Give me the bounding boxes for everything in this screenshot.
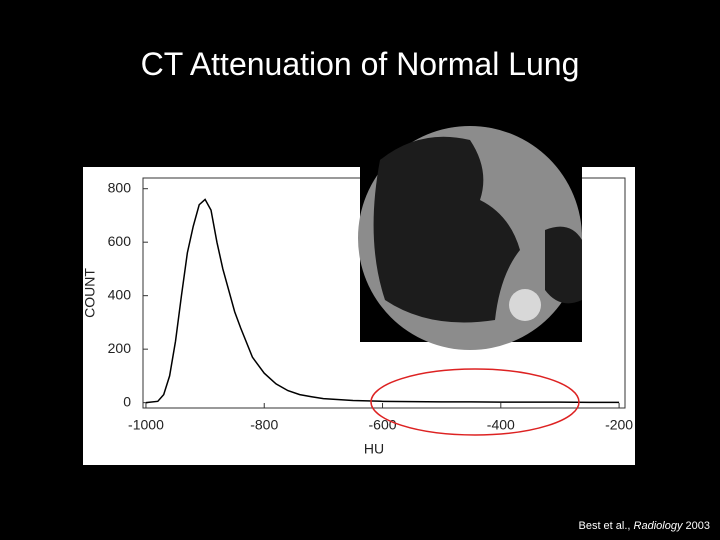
x-tick-label: -800 (250, 417, 278, 433)
x-tick-label: -200 (605, 417, 633, 433)
highlight-ellipse (370, 368, 580, 436)
x-tick-label: -400 (487, 417, 515, 433)
ct-lung-right (545, 226, 582, 304)
y-tick-label: 200 (108, 340, 132, 356)
citation-year: 2003 (685, 520, 710, 532)
histogram-line (145, 198, 620, 404)
citation-authors: Best et al., (578, 520, 631, 532)
y-tick-label: 600 (108, 233, 132, 249)
citation-journal: Radiology (633, 520, 683, 532)
y-tick-label: 0 (123, 393, 131, 409)
x-axis-label: HU (364, 441, 384, 457)
y-axis-label: COUNT (82, 268, 98, 318)
citation: Best et al., Radiology 2003 (578, 520, 710, 532)
slide-title: CT Attenuation of Normal Lung (140, 46, 580, 82)
y-tick-label: 400 (108, 286, 132, 302)
ct-spine (509, 289, 541, 321)
y-tick-label: 800 (108, 179, 132, 195)
x-tick-label: -600 (369, 417, 397, 433)
x-tick-label: -1000 (128, 417, 164, 433)
ct-lung-left (373, 136, 520, 323)
plot: 0 200 400 600 800 -1000 -800 -600 -400 -200 HU COUN… (82, 177, 633, 457)
ct-image (358, 123, 582, 350)
